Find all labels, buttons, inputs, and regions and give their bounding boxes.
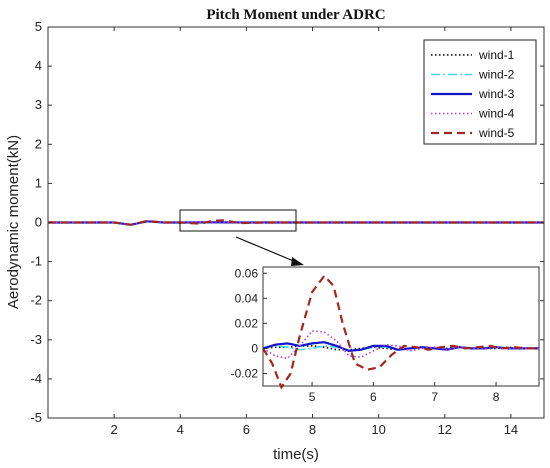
y-tick-label: -1 [30, 254, 42, 269]
inset-axes: 5 6 7 8 0.06 0.04 0.02 0 -0.02 [231, 266, 540, 404]
legend-box [423, 39, 537, 145]
inset-y-tick-label: 0.04 [235, 291, 259, 305]
legend-label-wind-3: wind-3 [478, 87, 515, 101]
x-tick-label: 14 [504, 422, 518, 437]
y-tick-label: 5 [35, 19, 42, 34]
y-tick-label: 1 [35, 175, 42, 190]
inset-y-tick-label: -0.02 [231, 366, 259, 380]
inset-y-tick-label: 0 [251, 341, 258, 355]
inset-x-ticks: 5 6 7 8 [309, 382, 500, 404]
inset-x-tick-label: 8 [493, 390, 500, 404]
main-x-ticks: 2 4 6 8 10 12 14 [111, 27, 518, 437]
x-tick-label: 2 [111, 422, 118, 437]
series-line-wind-5 [48, 219, 544, 226]
x-tick-label: 6 [243, 422, 250, 437]
legend-label-wind-1: wind-1 [478, 48, 515, 62]
x-tick-label: 10 [371, 422, 385, 437]
inset-series-line-wind-3 [262, 341, 539, 353]
legend-label-wind-4: wind-4 [478, 107, 515, 121]
main-y-ticks: 5 4 3 2 1 0 -1 -2 -3 -4 -5 [30, 19, 544, 425]
legend-label-wind-5: wind-5 [478, 126, 515, 140]
inset-series-line-wind-1 [262, 345, 539, 351]
inset-series-line-wind-4 [262, 330, 539, 360]
y-tick-label: -2 [30, 293, 42, 308]
y-tick-label: -5 [30, 410, 42, 425]
x-tick-label: 12 [438, 422, 452, 437]
inset-y-tick-label: 0.02 [235, 316, 259, 330]
main-series-group [48, 219, 544, 226]
legend-items: wind-1 wind-2 wind-3 wind-4 wind-5 [431, 48, 515, 140]
inset-plot-area [262, 266, 540, 387]
y-tick-label: 4 [35, 58, 42, 73]
inset-y-ticks: 0.06 0.04 0.02 0 -0.02 [231, 266, 267, 380]
inset-x-tick-label: 5 [309, 390, 316, 404]
inset-series-line-wind-5 [262, 274, 539, 390]
x-tick-label: 4 [177, 422, 184, 437]
y-axis-label: Aerodynamic moment(kN) [5, 135, 22, 309]
zoom-region-box [179, 209, 297, 232]
y-tick-label: 2 [35, 136, 42, 151]
inset-x-tick-label: 6 [370, 390, 377, 404]
zoom-arrow [235, 236, 304, 266]
y-tick-label: -4 [30, 371, 42, 386]
legend: wind-1 wind-2 wind-3 wind-4 wind-5 [423, 39, 537, 145]
inset-x-tick-label: 7 [431, 390, 438, 404]
y-tick-label: 0 [35, 215, 42, 230]
inset-y-tick-label: 0.06 [235, 266, 259, 280]
legend-label-wind-2: wind-2 [478, 68, 515, 82]
inset-series-group [262, 274, 539, 390]
y-tick-label: 3 [35, 97, 42, 112]
x-axis-label: time(s) [273, 446, 319, 463]
chart-title: Pitch Moment under ADRC [206, 7, 385, 23]
y-tick-label: -3 [30, 332, 42, 347]
x-tick-label: 8 [309, 422, 316, 437]
